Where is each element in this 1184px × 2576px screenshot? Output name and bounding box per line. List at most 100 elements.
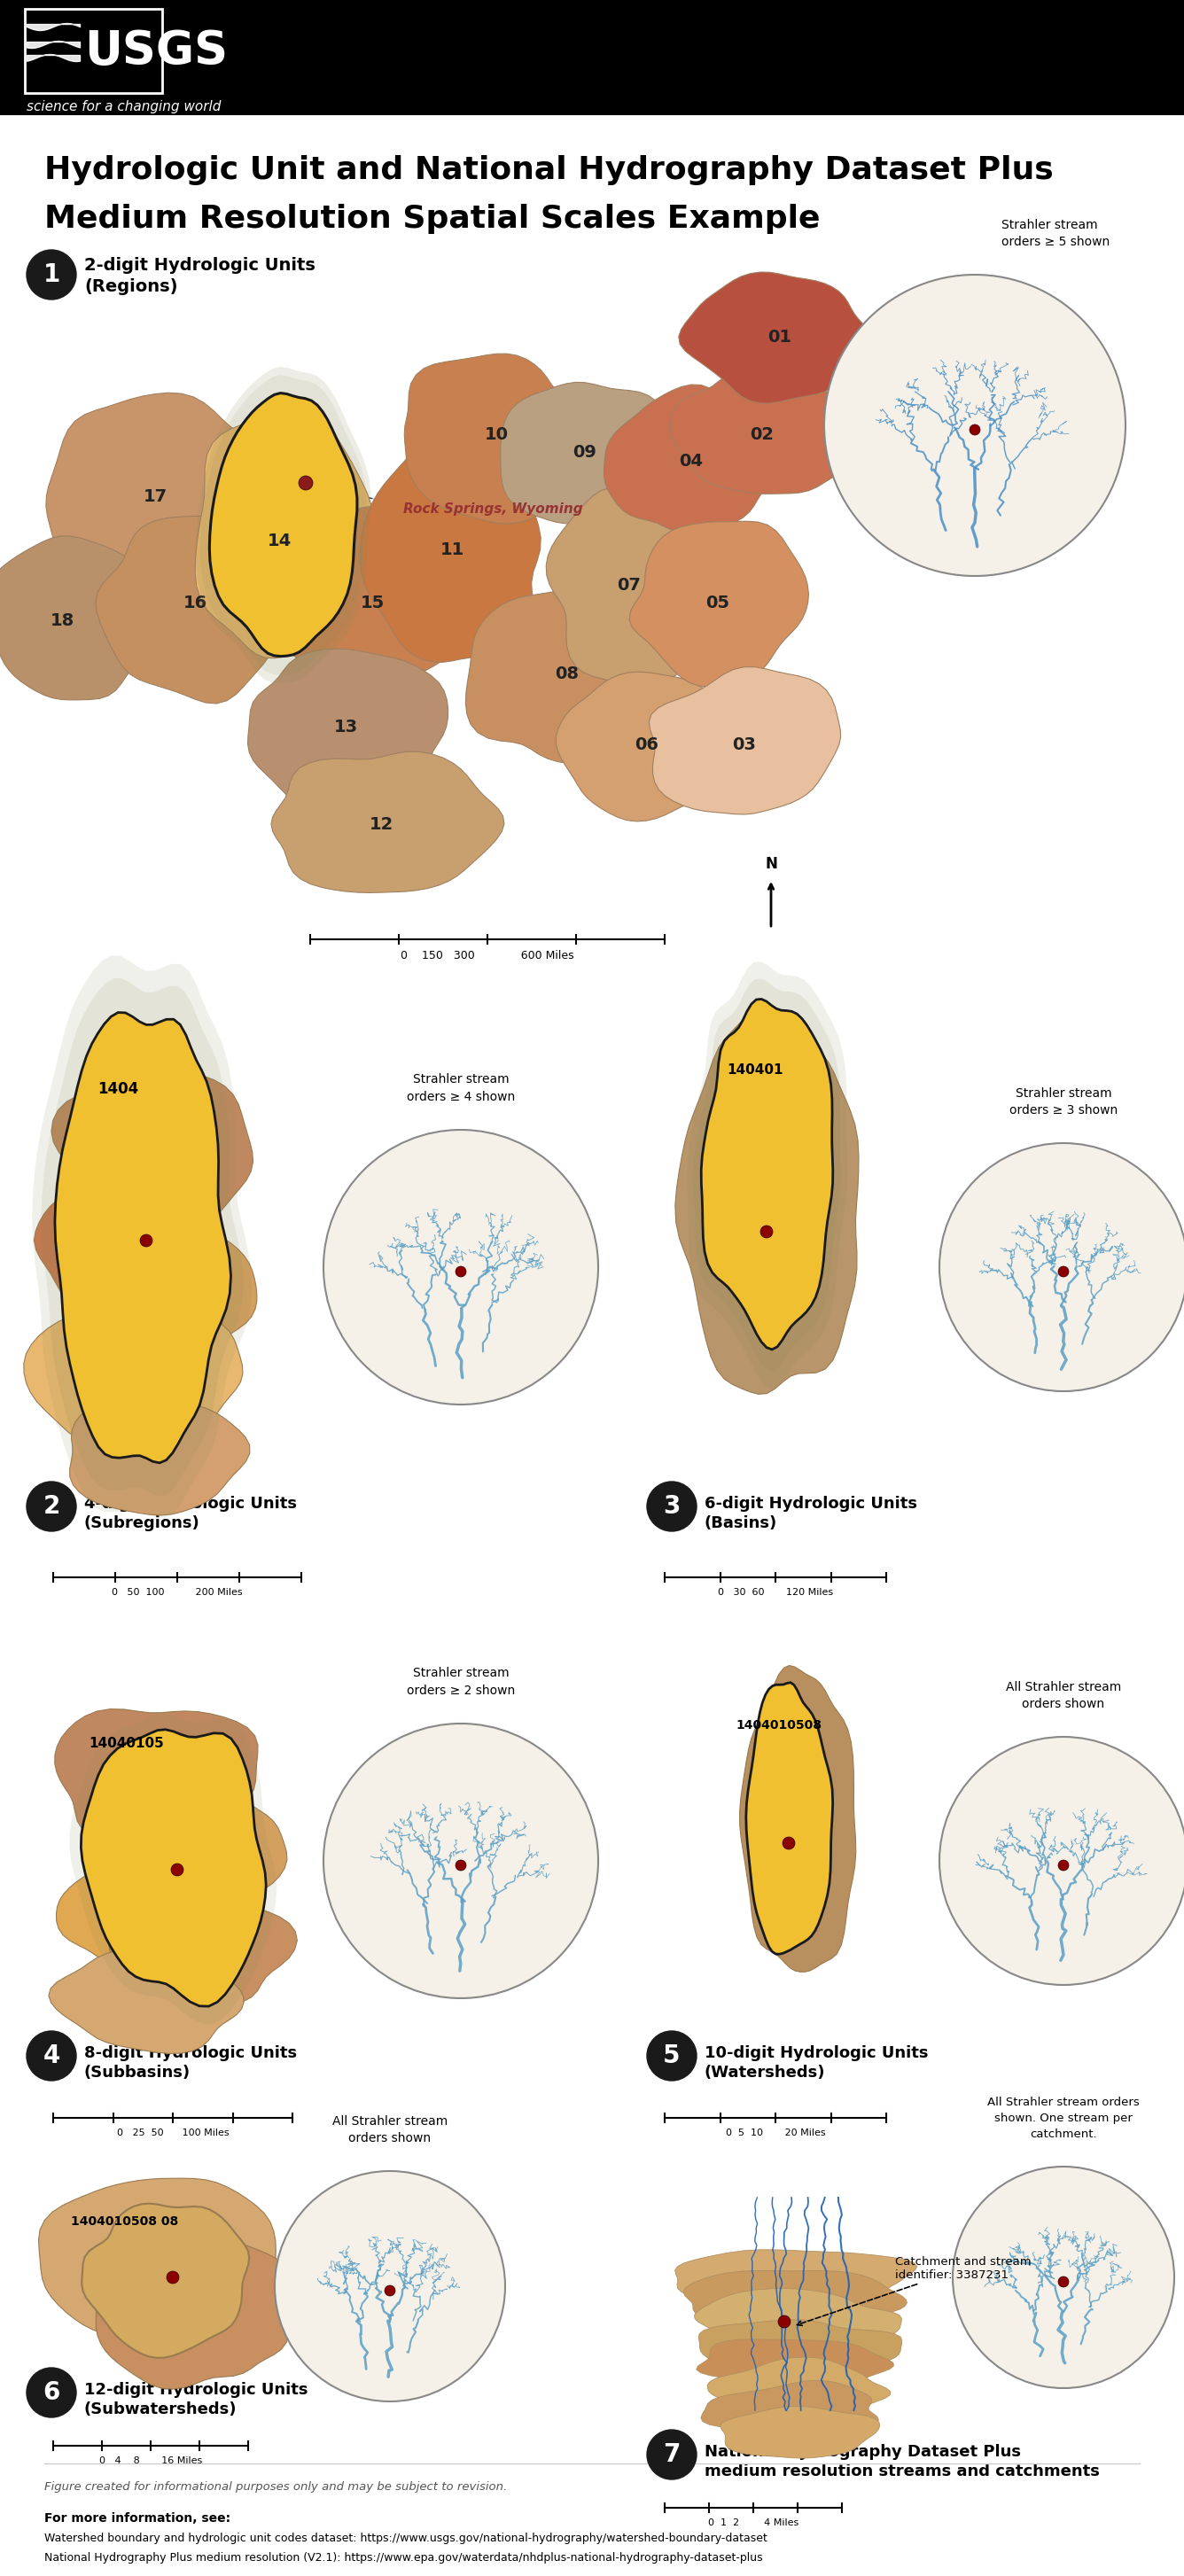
Text: Watershed boundary and hydrologic unit codes dataset: https://www.usgs.gov/natio: Watershed boundary and hydrologic unit c… xyxy=(44,2532,767,2545)
Text: 0   30  60       120 Miles: 0 30 60 120 Miles xyxy=(718,1587,834,1597)
Text: 16: 16 xyxy=(182,595,207,611)
Text: National Hydrography Plus medium resolution (V2.1): https://www.epa.gov/waterdat: National Hydrography Plus medium resolut… xyxy=(44,2553,762,2563)
Text: 4: 4 xyxy=(43,2043,60,2069)
Circle shape xyxy=(783,1837,794,1850)
Polygon shape xyxy=(96,515,290,703)
Polygon shape xyxy=(200,376,366,675)
Polygon shape xyxy=(195,402,374,659)
Text: 6-digit Hydrologic Units: 6-digit Hydrologic Units xyxy=(704,1497,918,1512)
Text: Hydrologic Unit and National Hydrography Dataset Plus: Hydrologic Unit and National Hydrography… xyxy=(44,155,1054,185)
Polygon shape xyxy=(81,1728,266,2007)
Polygon shape xyxy=(56,1855,220,1965)
Text: USGS: USGS xyxy=(84,28,227,75)
Text: (Watersheds): (Watersheds) xyxy=(704,2066,825,2081)
Text: 15: 15 xyxy=(360,595,385,611)
Polygon shape xyxy=(195,366,371,683)
Polygon shape xyxy=(683,2269,907,2321)
Text: Medium Resolution Spatial Scales Example: Medium Resolution Spatial Scales Example xyxy=(44,204,821,234)
Text: 4-digit Hydrologic Units: 4-digit Hydrologic Units xyxy=(84,1497,297,1512)
Text: All Strahler stream orders
shown. One stream per
catchment.: All Strahler stream orders shown. One st… xyxy=(987,2097,1139,2141)
Polygon shape xyxy=(46,392,279,590)
Circle shape xyxy=(760,1226,773,1239)
Circle shape xyxy=(26,2030,76,2081)
Text: 09: 09 xyxy=(573,443,597,461)
Polygon shape xyxy=(39,2179,276,2342)
Text: For more information, see:: For more information, see: xyxy=(44,2512,231,2524)
Text: 18: 18 xyxy=(50,613,75,629)
Polygon shape xyxy=(696,2339,894,2393)
Circle shape xyxy=(1058,1267,1069,1278)
Text: 0   25  50      100 Miles: 0 25 50 100 Miles xyxy=(117,2128,229,2138)
Polygon shape xyxy=(70,1394,250,1515)
Polygon shape xyxy=(629,520,809,688)
Polygon shape xyxy=(271,752,504,894)
Bar xyxy=(25,8,162,93)
Circle shape xyxy=(298,477,313,489)
Text: 1404010508 08: 1404010508 08 xyxy=(71,2215,179,2228)
Polygon shape xyxy=(701,999,832,1350)
Text: 1404010508: 1404010508 xyxy=(735,1718,822,1731)
Text: Catchment and stream
identifier: 3387231: Catchment and stream identifier: 3387231 xyxy=(797,2257,1031,2326)
Polygon shape xyxy=(678,273,874,404)
Text: Strahler stream
orders ≥ 2 shown: Strahler stream orders ≥ 2 shown xyxy=(406,1667,515,1698)
Text: All Strahler stream
orders shown: All Strahler stream orders shown xyxy=(333,2115,448,2143)
Circle shape xyxy=(26,1481,76,1530)
Polygon shape xyxy=(695,2287,902,2349)
Polygon shape xyxy=(740,1667,856,1971)
Text: 11: 11 xyxy=(440,541,464,559)
Text: 1: 1 xyxy=(43,263,60,286)
Polygon shape xyxy=(404,353,588,523)
Text: Figure created for informational purposes only and may be subject to revision.: Figure created for informational purpose… xyxy=(44,2481,507,2494)
Text: 08: 08 xyxy=(555,665,579,683)
Text: 17: 17 xyxy=(143,487,167,505)
Polygon shape xyxy=(670,371,852,495)
Polygon shape xyxy=(210,394,358,657)
Polygon shape xyxy=(51,1066,253,1239)
Polygon shape xyxy=(32,956,252,1517)
Circle shape xyxy=(1058,2277,1069,2287)
Polygon shape xyxy=(49,1950,244,2053)
Text: 0    150   300             600 Miles: 0 150 300 600 Miles xyxy=(400,951,574,961)
Polygon shape xyxy=(694,979,841,1370)
Text: 12-digit Hydrologic Units: 12-digit Hydrologic Units xyxy=(84,2383,308,2398)
Polygon shape xyxy=(247,649,448,811)
Polygon shape xyxy=(701,2380,879,2437)
Text: Strahler stream
orders ≥ 4 shown: Strahler stream orders ≥ 4 shown xyxy=(406,1074,515,1103)
Polygon shape xyxy=(24,1301,243,1453)
Text: 10-digit Hydrologic Units: 10-digit Hydrologic Units xyxy=(704,2045,928,2061)
Text: (Subregions): (Subregions) xyxy=(84,1515,200,1530)
Polygon shape xyxy=(604,384,784,533)
Polygon shape xyxy=(70,1713,277,2025)
Text: medium resolution streams and catchments: medium resolution streams and catchments xyxy=(704,2463,1100,2481)
Text: Strahler stream
orders ≥ 5 shown: Strahler stream orders ≥ 5 shown xyxy=(1002,219,1109,247)
Polygon shape xyxy=(275,505,478,693)
Text: 12: 12 xyxy=(369,817,393,832)
Text: 140401: 140401 xyxy=(727,1064,783,1077)
Polygon shape xyxy=(556,672,738,822)
Text: 05: 05 xyxy=(706,595,729,611)
Circle shape xyxy=(778,2316,791,2329)
Polygon shape xyxy=(41,979,244,1497)
Polygon shape xyxy=(501,381,676,523)
Circle shape xyxy=(170,1862,184,1875)
Circle shape xyxy=(26,250,76,299)
Text: 0   4    8       16 Miles: 0 4 8 16 Miles xyxy=(99,2458,202,2465)
Text: 14: 14 xyxy=(271,523,296,541)
Text: (Basins): (Basins) xyxy=(704,1515,778,1530)
Polygon shape xyxy=(746,1682,832,1955)
Text: All Strahler stream
orders shown: All Strahler stream orders shown xyxy=(1005,1680,1121,1710)
Circle shape xyxy=(323,1723,598,1999)
Text: 01: 01 xyxy=(768,327,792,345)
Polygon shape xyxy=(95,1231,257,1355)
Text: 6: 6 xyxy=(43,2380,60,2406)
Circle shape xyxy=(275,2172,506,2401)
Text: (Regions): (Regions) xyxy=(84,278,178,296)
Text: 07: 07 xyxy=(617,577,641,592)
Text: 13: 13 xyxy=(334,719,358,734)
Polygon shape xyxy=(687,961,848,1388)
Circle shape xyxy=(456,1267,466,1278)
Text: science for a changing world: science for a changing world xyxy=(26,100,221,113)
Text: 8-digit Hydrologic Units: 8-digit Hydrologic Units xyxy=(84,2045,297,2061)
Polygon shape xyxy=(109,1893,297,2009)
Text: 10: 10 xyxy=(484,425,508,443)
